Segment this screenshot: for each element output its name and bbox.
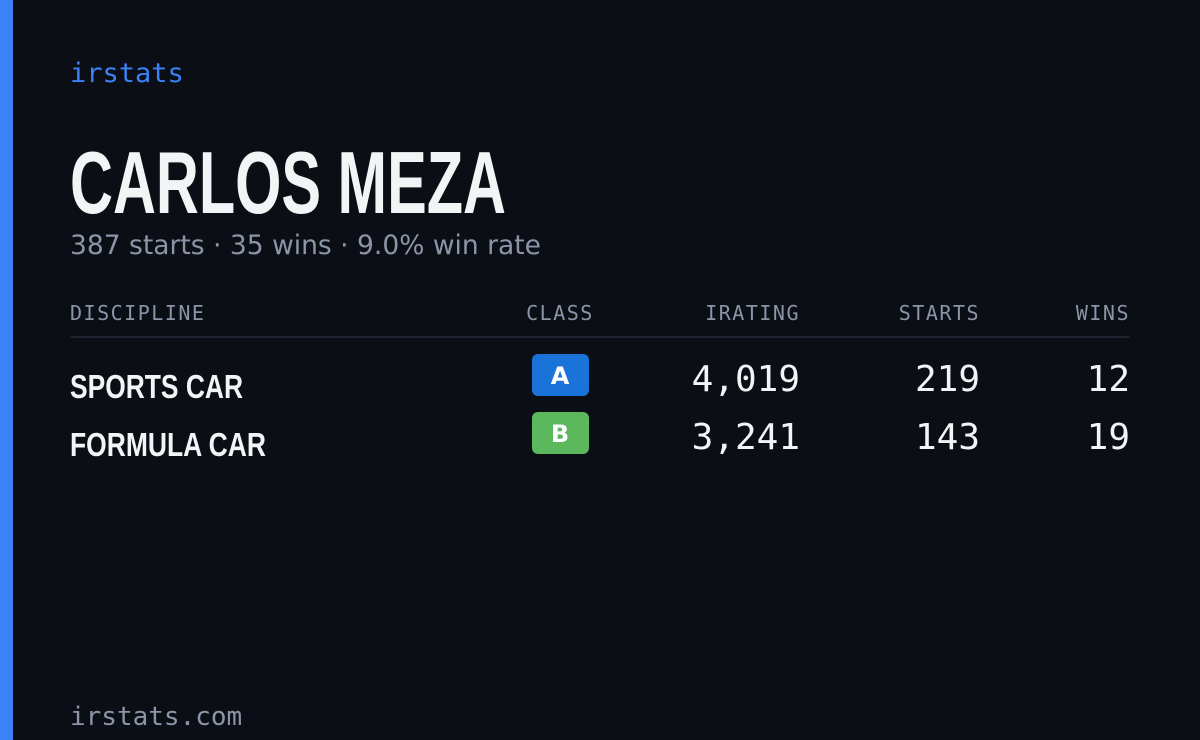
stat-value: 219 xyxy=(915,359,980,400)
stat-value: 4,019 xyxy=(692,359,800,400)
column-header: DISCIPLINE xyxy=(70,301,205,325)
discipline: FORMULA CAR xyxy=(70,426,266,463)
stat-value: 3,241 xyxy=(692,417,800,458)
accent-bar xyxy=(0,0,13,740)
footer: irstats.com xyxy=(70,702,242,732)
class-label: B xyxy=(551,420,569,448)
column-header: CLASS xyxy=(526,301,594,325)
stat-value: 143 xyxy=(915,417,980,458)
class-label: A xyxy=(551,362,570,390)
driver-summary: 387 starts · 35 wins · 9.0% win rate xyxy=(70,230,541,261)
column-header: IRATING xyxy=(705,301,800,325)
column-header: STARTS xyxy=(899,301,980,325)
class-badge xyxy=(532,412,589,454)
class-badge xyxy=(532,354,589,396)
brand: irstats xyxy=(70,58,184,89)
discipline: SPORTS CAR xyxy=(70,368,243,405)
stat-value: 19 xyxy=(1087,417,1130,458)
table: DISCIPLINE CLASS IRATING STARTS WINS SPORTS C… xyxy=(70,301,1130,463)
stat-value: 12 xyxy=(1087,359,1130,400)
driver-name: CARLOS MEZA xyxy=(70,133,506,232)
column-header: WINS xyxy=(1076,301,1130,325)
